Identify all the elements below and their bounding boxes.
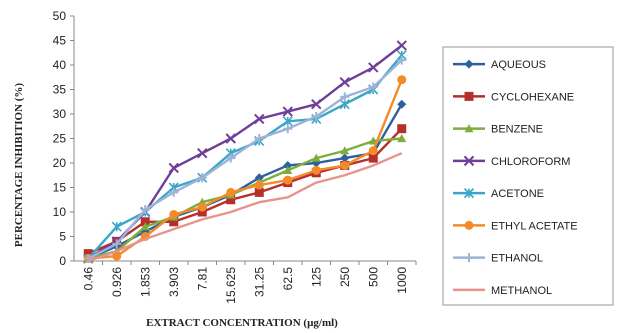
legend-box <box>442 46 614 306</box>
legend-marker-cyclohexane <box>464 91 474 101</box>
series-line-ethanol <box>87 59 403 260</box>
series-line-ethyl-acetate <box>88 79 403 260</box>
x-axis-title: EXTRACT CONCENTRATION (µg/ml) <box>146 317 338 329</box>
data-point-ethyl-acetate <box>112 251 122 261</box>
data-point-chloroform <box>225 133 236 144</box>
data-point-benzene <box>311 153 321 162</box>
legend-label-chloroform: CHLOROFORM <box>491 156 570 168</box>
x-tick-label: 0.926 <box>110 267 124 297</box>
x-tick-label: 500 <box>366 267 380 287</box>
data-point-cyclohexane <box>83 249 93 259</box>
y-tick-label: 15 <box>53 181 67 195</box>
y-tick-label: 45 <box>53 34 67 48</box>
data-point-ethyl-acetate <box>169 209 179 219</box>
data-point-chloroform <box>368 62 379 73</box>
data-point-cyclohexane <box>254 187 264 197</box>
data-point-aqueous <box>340 153 350 163</box>
series-line-aqueous <box>87 103 403 260</box>
y-tick-label: 5 <box>59 230 66 244</box>
x-tick-label: 62.5 <box>281 267 295 291</box>
data-point-benzene <box>283 165 293 174</box>
data-point-aqueous <box>254 173 264 183</box>
data-point-chloroform <box>396 40 407 51</box>
x-tick-label: 0.46 <box>81 267 95 291</box>
x-tick-label: 125 <box>309 267 323 287</box>
legend-label-benzene: BENZENE <box>491 124 543 136</box>
legend-label-ethyl-acetate: ETHYL ACETATE <box>491 220 578 232</box>
y-tick-label: 0 <box>59 254 66 268</box>
data-point-aqueous <box>397 99 407 109</box>
data-point-ethanol <box>283 124 293 134</box>
legend-label-acetone: ACETONE <box>491 188 544 200</box>
data-point-chloroform <box>311 98 322 110</box>
y-tick-label: 40 <box>53 58 67 72</box>
data-point-ethyl-acetate <box>254 180 264 190</box>
data-point-ethyl-acetate <box>197 202 207 212</box>
x-tick-label: 7.81 <box>195 267 209 291</box>
y-tick-label: 25 <box>53 132 67 146</box>
y-tick-label: 30 <box>53 107 67 121</box>
x-tick-label: 1.853 <box>138 267 152 297</box>
data-point-chloroform <box>282 106 293 117</box>
data-point-ethyl-acetate <box>397 75 407 85</box>
y-tick-label: 35 <box>53 83 67 97</box>
data-point-ethanol <box>169 187 179 197</box>
data-point-benzene <box>397 134 407 143</box>
x-tick-label: 250 <box>338 267 352 287</box>
legend-label-methanol: METHANOL <box>491 285 552 297</box>
data-point-ethanol <box>254 134 264 143</box>
x-tick-label: 31.25 <box>252 267 266 297</box>
x-tick-label: 3.903 <box>167 267 181 297</box>
legend-label-ethanol: ETHANOL <box>491 253 543 265</box>
data-point-ethyl-acetate <box>311 165 321 175</box>
series-line-chloroform <box>87 44 403 260</box>
data-point-chloroform <box>197 147 208 159</box>
data-point-ethanol <box>368 82 378 92</box>
data-point-cyclohexane <box>169 217 179 227</box>
data-point-cyclohexane <box>197 207 207 217</box>
series-line-methanol <box>87 152 403 263</box>
plot-area: 0 5 10 15 20 25 30 35 40 45 50 0.46 0.926 1.853 3.903 7… <box>53 9 417 304</box>
y-tick-label: 10 <box>53 205 67 219</box>
y-tick-label: 50 <box>53 9 67 23</box>
data-point-ethyl-acetate <box>340 160 350 170</box>
data-point-benzene <box>140 222 150 231</box>
legend-label-cyclohexane: CYCLOHEXANE <box>491 91 574 103</box>
data-point-ethanol <box>311 111 321 121</box>
y-tick-label: 20 <box>53 156 67 170</box>
data-point-ethanol <box>140 205 150 215</box>
legend: AQUEOUS CYCLOHEXANE BENZENE CHLOROFORM ACETO… <box>442 46 614 306</box>
legend-marker-benzene <box>464 124 474 133</box>
data-point-cyclohexane <box>226 195 236 205</box>
data-point-chloroform <box>168 162 179 174</box>
x-tick-label: 15.625 <box>224 267 238 304</box>
data-point-cyclohexane <box>368 153 378 163</box>
data-point-chloroform <box>254 113 265 125</box>
data-point-ethanol <box>340 92 350 102</box>
data-point-chloroform <box>339 76 350 88</box>
data-point-ethanol <box>112 239 122 249</box>
data-point-ethanol <box>226 153 236 163</box>
data-point-ethanol <box>397 55 407 65</box>
data-point-ethyl-acetate <box>283 175 293 185</box>
legend-marker-ethyl-acetate <box>464 220 474 230</box>
data-point-ethyl-acetate <box>226 187 236 197</box>
legend-marker-ethanol <box>464 253 474 263</box>
data-point-aqueous <box>283 160 293 170</box>
data-point-cyclohexane <box>140 217 150 227</box>
legend-marker-acetone <box>463 188 475 199</box>
data-point-acetone <box>111 221 122 232</box>
y-axis-title: PERCENTAGE INHIBITION (%) <box>13 83 25 248</box>
data-point-benzene <box>340 146 350 155</box>
data-point-ethanol <box>197 173 207 183</box>
x-tick-label: 1000 <box>395 267 409 294</box>
legend-label-aqueous: AQUEOUS <box>491 59 546 71</box>
data-point-ethyl-acetate <box>368 146 378 156</box>
data-point-ethanol <box>83 254 93 264</box>
data-point-cyclohexane <box>397 124 407 134</box>
legend-marker-chloroform <box>463 155 475 167</box>
legend-marker-aqueous <box>464 59 474 69</box>
